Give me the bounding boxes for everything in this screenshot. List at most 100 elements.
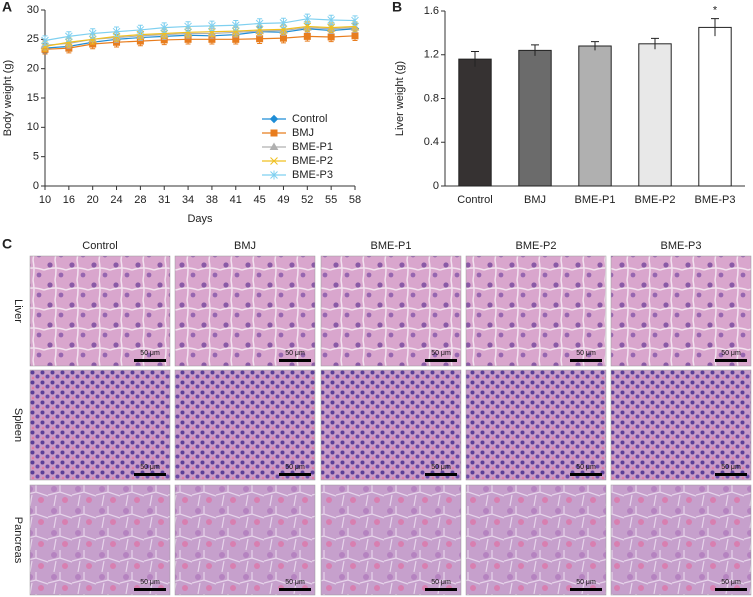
scale-bar [134, 473, 166, 476]
x-tick-label: 28 [134, 194, 146, 206]
scale-bar [279, 473, 311, 476]
marker [270, 170, 278, 180]
legend-label: BMJ [292, 127, 314, 139]
bar [698, 26, 732, 187]
y-tick-label: 20 [27, 63, 39, 75]
x-tick-label: 31 [158, 194, 170, 206]
marker [327, 15, 336, 25]
marker [112, 27, 121, 37]
x-tick-label: 10 [39, 194, 51, 206]
micrograph [29, 369, 171, 481]
x-tick-label: 58 [349, 194, 361, 206]
marker [303, 32, 311, 40]
row-label: Pancreas [12, 517, 24, 564]
x-tick-label: Control [457, 194, 492, 206]
scale-bar [715, 473, 747, 476]
marker [269, 114, 279, 124]
marker [279, 34, 287, 42]
y-tick-label: 30 [27, 4, 39, 16]
series-line [44, 35, 356, 50]
x-tick-label: 49 [277, 194, 289, 206]
marker [88, 28, 97, 38]
x-tick-label: 16 [63, 194, 75, 206]
row-label: Spleen [12, 408, 24, 442]
marker [160, 29, 169, 38]
annotation: * [713, 5, 718, 17]
y-tick-label: 1.2 [424, 49, 439, 61]
y-tick-label: 0 [33, 180, 39, 192]
micrograph [465, 369, 607, 481]
x-tick-label: 45 [253, 194, 265, 206]
column-label: BME-P3 [661, 240, 702, 252]
bar [458, 58, 492, 187]
legend-label: BME-P3 [292, 169, 333, 181]
marker [255, 18, 264, 28]
marker [351, 16, 359, 26]
micrograph [29, 484, 171, 596]
error-bar [591, 41, 599, 51]
marker [231, 27, 240, 35]
y-tick-label: 1.6 [424, 5, 439, 17]
marker [136, 25, 145, 35]
scale-bar-label: 50 μm [140, 464, 160, 471]
scale-bar [279, 588, 311, 591]
marker [351, 22, 359, 31]
series-line [44, 25, 356, 47]
x-tick-label: 52 [301, 194, 313, 206]
marker [64, 38, 73, 47]
marker [184, 28, 192, 37]
marker [160, 23, 169, 33]
bar [578, 45, 612, 187]
scale-bar-label: 50 μm [140, 350, 160, 357]
scale-bar-label: 50 μm [576, 464, 596, 471]
marker [327, 33, 335, 41]
scale-bar [570, 588, 602, 591]
series-line [44, 18, 356, 42]
histology-panel: Control BMJ BME-P1 BME-P2 BME-P3 Liver 50 μm 50… [12, 240, 752, 596]
scale-bar-label: 50 μm [576, 350, 596, 357]
x-tick-label: BME-P1 [575, 194, 616, 206]
legend-label: BME-P1 [292, 141, 333, 153]
scale-bar-label: 50 μm [431, 579, 451, 586]
y-tick-label: 25 [27, 33, 39, 45]
micrograph [174, 255, 316, 367]
marker [279, 18, 288, 28]
marker [256, 35, 264, 43]
marker [351, 32, 359, 40]
y-tick-label: 15 [27, 92, 39, 104]
scale-bar [279, 359, 311, 362]
marker [327, 23, 336, 32]
micrograph [174, 484, 316, 596]
marker [41, 42, 49, 51]
scale-bar-label: 50 μm [285, 464, 305, 471]
scale-bar-label: 50 μm [285, 579, 305, 586]
micrograph [29, 255, 171, 367]
error-bar [531, 44, 539, 56]
marker [208, 27, 216, 36]
x-tick-label: 41 [230, 194, 242, 206]
marker [303, 14, 312, 24]
x-tick-label: BME-P3 [695, 194, 736, 206]
scale-bar [715, 359, 747, 362]
micrograph [610, 255, 752, 367]
y-axis-label: Liver weight (g) [394, 61, 406, 136]
y-axis-label: Body weight (g) [2, 60, 14, 136]
scale-bar [134, 359, 166, 362]
marker [269, 142, 279, 150]
micrograph [320, 484, 462, 596]
error-bar [471, 50, 479, 67]
marker [270, 157, 278, 165]
x-tick-label: 24 [110, 194, 122, 206]
scale-bar-label: 50 μm [140, 579, 160, 586]
panel-label: A [2, 0, 12, 15]
y-tick-label: 5 [33, 151, 39, 163]
row-label: Liver [12, 299, 24, 323]
legend-label: Control [292, 113, 327, 125]
marker [231, 20, 240, 30]
marker [88, 35, 97, 44]
scale-bar [715, 588, 747, 591]
scale-bar-label: 50 μm [285, 350, 305, 357]
scale-bar-label: 50 μm [721, 350, 741, 357]
y-tick-label: 0.4 [424, 136, 439, 148]
